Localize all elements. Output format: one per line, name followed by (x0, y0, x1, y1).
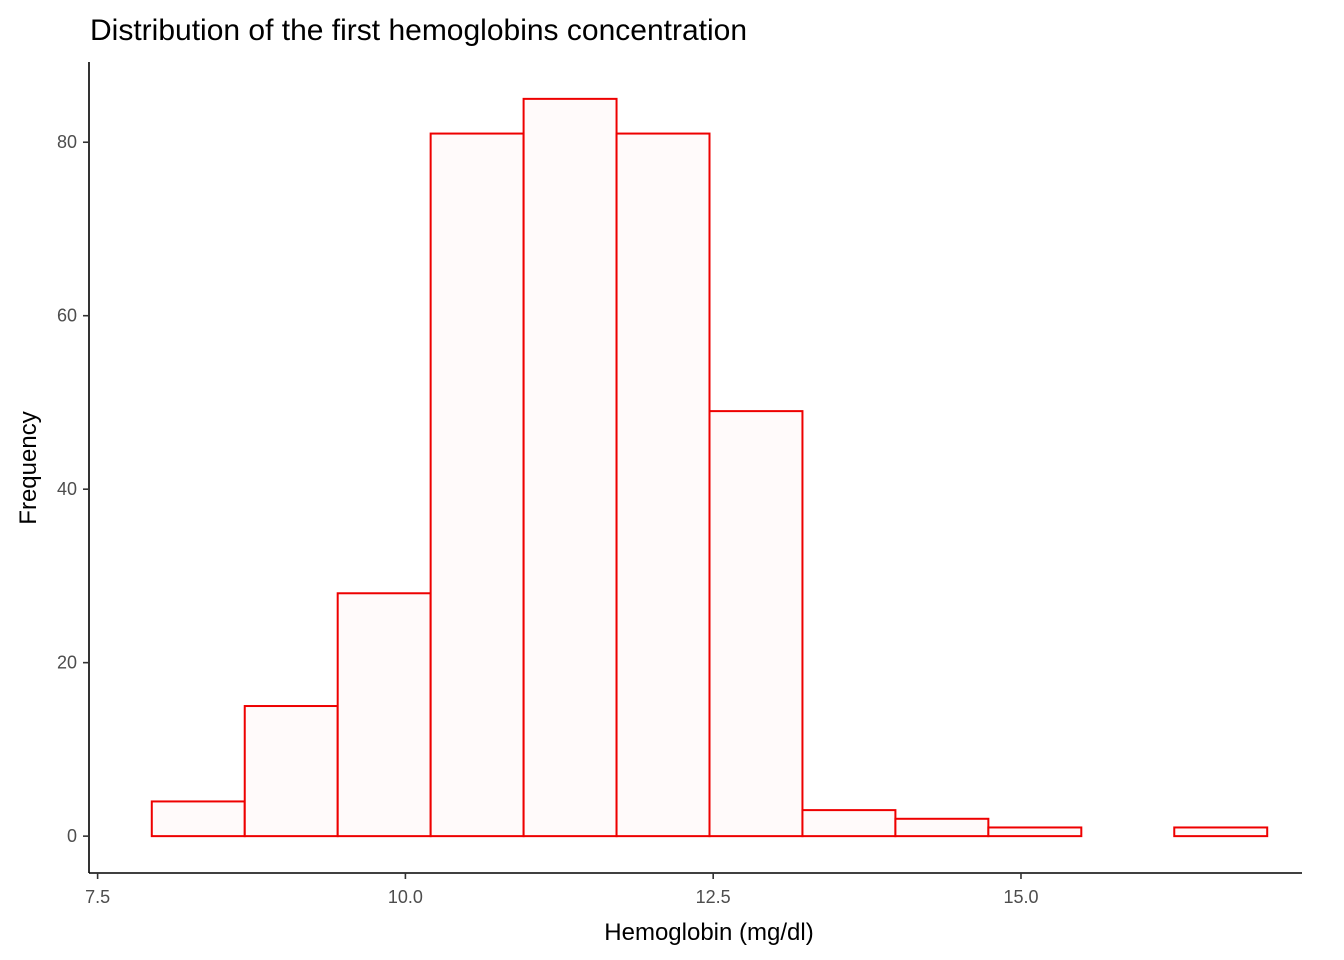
y-tick-label: 80 (57, 132, 77, 152)
histogram-bar (1173, 826, 1269, 838)
y-tick-label: 0 (67, 826, 77, 846)
histogram-bar (336, 592, 432, 838)
y-tick-label: 60 (57, 306, 77, 326)
chart-title: Distribution of the first hemoglobins co… (90, 14, 747, 47)
histogram-bar (150, 800, 246, 838)
y-tick-label: 20 (57, 653, 77, 673)
x-tick-label: 15.0 (1003, 887, 1038, 907)
x-tick-label: 10.0 (388, 887, 423, 907)
histogram-bar (708, 410, 804, 838)
y-axis-label: Frequency (15, 411, 42, 524)
x-tick-label: 12.5 (696, 887, 731, 907)
x-axis-ticks: 7.5 10.0 12.5 15.0 (85, 873, 1039, 907)
x-axis-label: Hemoglobin (mg/dl) (604, 919, 813, 946)
histogram-bar (894, 817, 990, 838)
histogram-bar (801, 809, 897, 838)
histogram-bar (429, 132, 525, 838)
y-tick-label: 40 (57, 479, 77, 499)
histogram-bar (243, 705, 339, 838)
y-axis-ticks: 0 20 40 60 80 (57, 132, 89, 846)
bars-group (150, 97, 1269, 838)
histogram-bar (522, 97, 618, 838)
histogram-bar (987, 826, 1083, 838)
x-tick-label: 7.5 (85, 887, 110, 907)
histogram-bar (615, 132, 711, 838)
